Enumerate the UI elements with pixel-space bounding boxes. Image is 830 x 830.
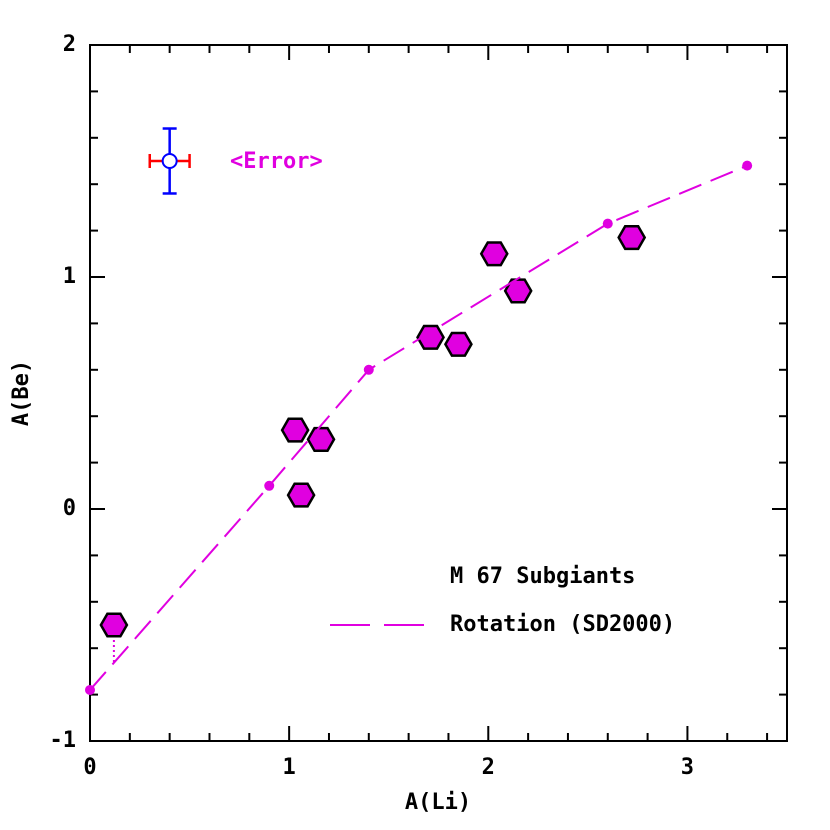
model-point: [264, 480, 275, 491]
x-tick-label: 3: [681, 755, 694, 780]
model-point: [85, 684, 95, 695]
data-point: [99, 612, 129, 638]
data-point: [306, 426, 336, 452]
y-tick-label: 1: [63, 264, 76, 289]
model-point: [602, 218, 613, 229]
data-point: [479, 241, 509, 267]
data-point: [416, 324, 445, 350]
data-point: [617, 224, 647, 251]
data-point: [443, 331, 473, 357]
x-tick-label: 1: [283, 755, 296, 780]
data-point: [286, 482, 316, 508]
plot-frame: [89, 44, 788, 742]
error-center: [161, 153, 178, 169]
x-axis-label: A(Li): [405, 790, 471, 815]
legend-label: Rotation (SD2000): [450, 612, 675, 637]
y-axis-label: A(Be): [9, 360, 34, 426]
x-tick-label: 2: [482, 755, 495, 780]
data-point: [280, 417, 310, 443]
error-label: <Error>: [230, 149, 323, 174]
legend-label: M 67 Subgiants: [450, 564, 635, 589]
y-tick-label: 0: [63, 496, 76, 521]
model-point: [363, 364, 374, 375]
y-tick-label: 2: [63, 32, 76, 57]
y-tick-label: -1: [50, 728, 77, 753]
model-point: [742, 160, 753, 171]
x-tick-label: 0: [83, 755, 96, 780]
data-point: [503, 278, 533, 304]
